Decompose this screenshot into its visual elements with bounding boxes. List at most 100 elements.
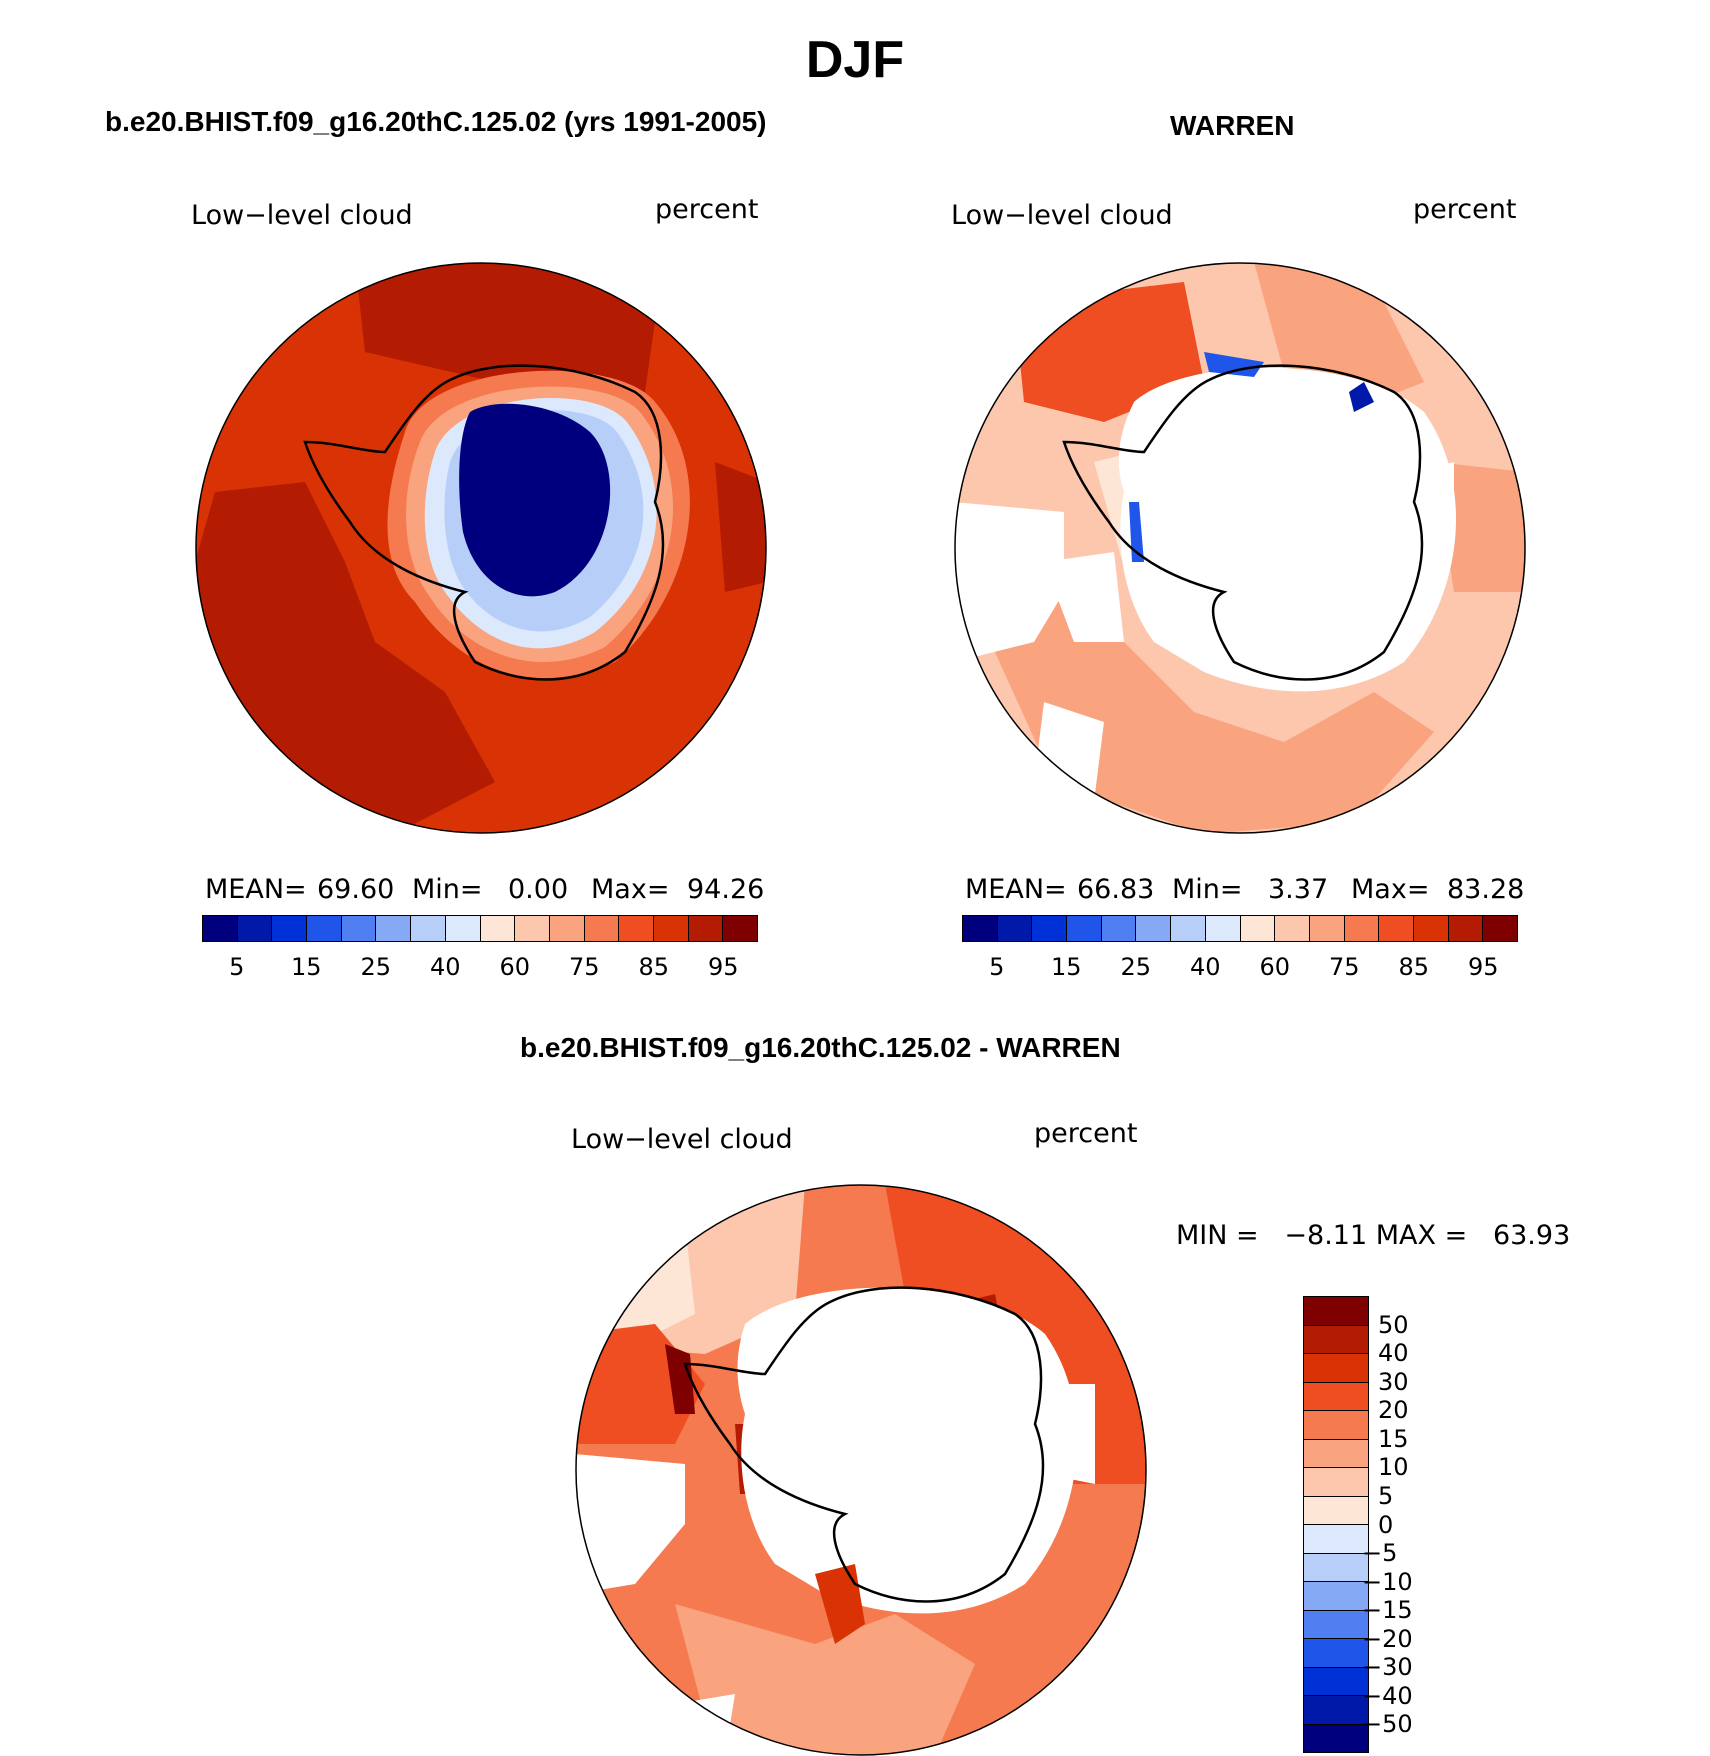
colorbar-tick-label: 40 (429, 953, 461, 981)
colorbar-tick-label: 85 (638, 953, 670, 981)
colorbar-swatch (307, 916, 342, 941)
colorbar-ticks-obs: 5 15 25 40 60 75 85 95 (962, 953, 1518, 983)
panel-title-diff: b.e20.BHIST.f09_g16.20thC.125.02 - WARRE… (520, 1032, 1121, 1063)
colorbar-swatch (1240, 916, 1276, 941)
max-value: 83.28 (1447, 874, 1525, 905)
max-value: 94.26 (687, 874, 765, 905)
colorbar-swatch (1344, 916, 1380, 941)
colorbar-ticks-diff: 50 40 30 20 15 10 5 0 −5 −10 −15 −20 −30 −40 −50 (1362, 1296, 1458, 1753)
colorbar-swatch (1304, 1639, 1368, 1668)
colorbar-swatch (1304, 1582, 1368, 1611)
colorbar-swatch (445, 916, 481, 941)
colorbar-swatch (1483, 916, 1517, 941)
colorbar-tick-label: 25 (1120, 953, 1152, 981)
colorbar-swatch (1275, 916, 1310, 941)
variable-label-model: Low−level cloud (191, 200, 413, 231)
colorbar-swatch (480, 916, 516, 941)
colorbar-swatch (1304, 1354, 1368, 1383)
mean-label: MEAN= (965, 874, 1067, 905)
colorbar-swatch (1304, 1696, 1368, 1725)
colorbar-swatch (1304, 1525, 1368, 1554)
colorbar-obs (962, 915, 1518, 942)
min-label: Min= (412, 874, 483, 905)
colorbar-swatch (515, 916, 550, 941)
variable-label-obs: Low−level cloud (951, 200, 1173, 231)
colorbar-tick-label: −50 (1362, 1710, 1413, 1739)
colorbar-tick-label: 60 (499, 953, 531, 981)
colorbar-tick-label: 5 (989, 953, 1005, 981)
colorbar-tick-label: −10 (1362, 1567, 1413, 1596)
mean-value: 69.60 (317, 874, 395, 905)
colorbar-swatch (1304, 1411, 1368, 1440)
colorbar-swatch (1304, 1610, 1368, 1639)
colorbar-tick-label: 60 (1259, 953, 1291, 981)
colorbar-swatch (341, 916, 377, 941)
colorbar-tick-label: 0 (1378, 1510, 1394, 1539)
colorbar-swatch (1205, 916, 1241, 941)
panel-title-model: b.e20.BHIST.f09_g16.20thC.125.02 (yrs 19… (105, 106, 767, 137)
min-value: 3.37 (1268, 874, 1329, 905)
stats-diff: MIN = −8.11 MAX = 63.93 (1176, 1220, 1571, 1251)
stats-obs: MEAN= 66.83 Min= 3.37 Max= 83.28 (965, 874, 1524, 905)
colorbar-swatch (688, 916, 724, 941)
colorbar-swatch (1304, 1439, 1368, 1468)
mean-label: MEAN= (205, 874, 307, 905)
colorbar-tick-label: 40 (1189, 953, 1221, 981)
colorbar-tick-label: −40 (1362, 1681, 1413, 1710)
colorbar-swatch (619, 916, 654, 941)
colorbar-tick-label: −20 (1362, 1624, 1413, 1653)
colorbar-tick-label: 5 (229, 953, 245, 981)
colorbar-swatch (997, 916, 1033, 941)
colorbar-tick-label: 15 (1050, 953, 1082, 981)
colorbar-ticks-model: 5 15 25 40 60 75 85 95 (202, 953, 758, 983)
colorbar-swatch (272, 916, 308, 941)
colorbar-tick-label: 95 (707, 953, 739, 981)
colorbar-swatch (1171, 916, 1206, 941)
min-label: Min= (1172, 874, 1243, 905)
colorbar-swatch (1304, 1325, 1368, 1354)
colorbar-swatch (1304, 1297, 1368, 1326)
colorbar-tick-label: 25 (360, 953, 392, 981)
colorbar-swatch (203, 916, 238, 941)
max-label: Max= (591, 874, 670, 905)
map-diff (575, 1184, 1147, 1756)
colorbar-swatch (1304, 1667, 1368, 1696)
colorbar-swatch (653, 916, 689, 941)
colorbar-swatch (1413, 916, 1449, 941)
colorbar-swatch (1304, 1724, 1368, 1752)
colorbar-swatch (1067, 916, 1102, 941)
colorbar-tick-label: 30 (1378, 1367, 1409, 1396)
colorbar-tick-label: 10 (1378, 1453, 1409, 1482)
variable-label-diff: Low−level cloud (571, 1124, 793, 1155)
colorbar-tick-label: 40 (1378, 1339, 1409, 1368)
colorbar-tick-label: 5 (1378, 1481, 1394, 1510)
max-label: Max= (1351, 874, 1430, 905)
colorbar-tick-label: 85 (1398, 953, 1430, 981)
min-value: 0.00 (508, 874, 569, 905)
colorbar-swatch (1304, 1382, 1368, 1411)
units-label-obs: percent (1413, 194, 1517, 225)
colorbar-swatch (1032, 916, 1068, 941)
colorbar-diff (1303, 1296, 1369, 1753)
colorbar-swatch (376, 916, 412, 941)
colorbar-swatch (411, 916, 446, 941)
colorbar-model (202, 915, 758, 942)
colorbar-tick-label: 75 (568, 953, 600, 981)
units-label-model: percent (655, 194, 759, 225)
panel-title-obs: WARREN (1170, 110, 1295, 141)
colorbar-tick-label: 50 (1378, 1310, 1409, 1339)
colorbar-tick-label: −15 (1362, 1596, 1413, 1625)
colorbar-swatch (1448, 916, 1484, 941)
colorbar-tick-label: 75 (1328, 953, 1360, 981)
colorbar-swatch (1379, 916, 1414, 941)
colorbar-swatch (723, 916, 757, 941)
colorbar-swatch (237, 916, 273, 941)
colorbar-tick-label: 15 (290, 953, 322, 981)
colorbar-swatch (1304, 1468, 1368, 1497)
main-title: DJF (805, 31, 905, 89)
map-obs (954, 262, 1526, 834)
colorbar-swatch (549, 916, 585, 941)
colorbar-swatch (1304, 1553, 1368, 1582)
colorbar-swatch (1309, 916, 1345, 941)
colorbar-tick-label: 95 (1467, 953, 1499, 981)
